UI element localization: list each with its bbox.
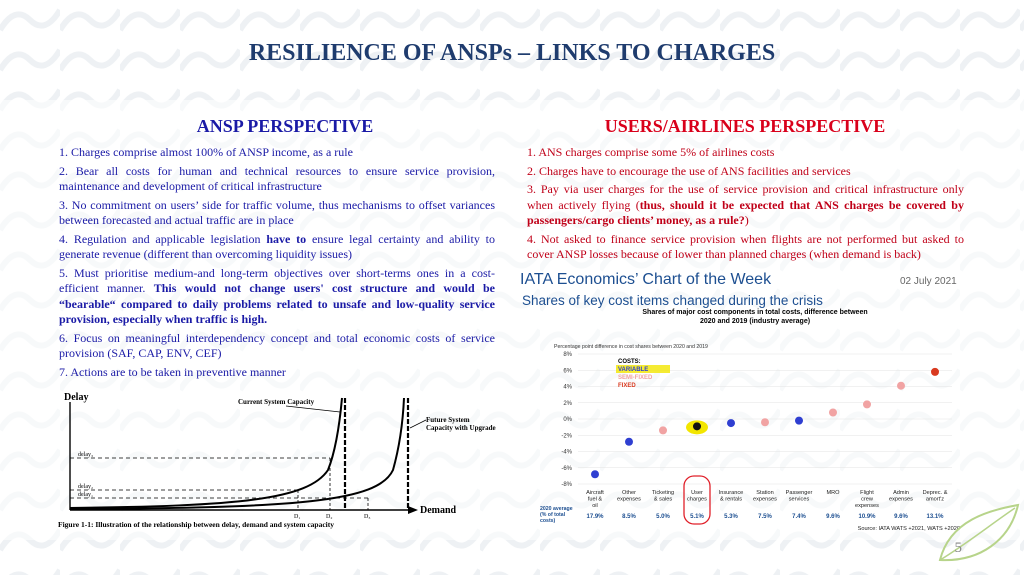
future-capacity-label: Future System Capacity with Upgrade bbox=[426, 416, 496, 432]
future-capacity-curve bbox=[69, 397, 405, 510]
category-label: Flight crew expenses bbox=[855, 490, 879, 509]
category-label: Deprec. & amort'z bbox=[923, 490, 948, 503]
chart-point-5 bbox=[761, 418, 769, 427]
category-label: Ticketing & sales bbox=[652, 490, 674, 503]
category-label: Admin expenses bbox=[889, 490, 913, 503]
avg-value: 5.1% bbox=[690, 514, 704, 520]
figure-caption: Figure 1-1: Illustration of the relation… bbox=[58, 520, 334, 529]
avg-value: 8.5% bbox=[622, 514, 636, 520]
ansp-points-list: 1. Charges comprise almost 100% of ANSP … bbox=[59, 145, 495, 383]
chart-point-6 bbox=[795, 416, 803, 425]
avg-label: 2020 average (% of total costs) bbox=[540, 506, 573, 524]
chart-date: 02 July 2021 bbox=[900, 276, 957, 287]
avg-value: 9.6% bbox=[894, 514, 908, 520]
user-charges-circle bbox=[683, 475, 711, 525]
chart-point-7 bbox=[829, 408, 837, 417]
demand-tick-3: D₃ bbox=[364, 514, 370, 520]
category-label: Aircraft fuel & oil bbox=[586, 490, 604, 509]
avg-value: 9.6% bbox=[826, 514, 840, 520]
category-label: Insurance & rentals bbox=[719, 490, 744, 503]
category-label: User charges bbox=[687, 490, 707, 503]
chart-title: Shares of key cost items changed during … bbox=[522, 293, 823, 308]
chart-point-4 bbox=[727, 419, 735, 428]
legend-item-variable: VARIABLE bbox=[618, 367, 648, 373]
chart-ytick-label: 4% bbox=[563, 385, 572, 391]
ansp-point-7: 7. Actions are to be taken in preventive… bbox=[59, 364, 286, 379]
delay-tick-3: delay₃ bbox=[78, 452, 93, 458]
users-point-1: 1. ANS charges comprise some 5% of airli… bbox=[527, 145, 775, 159]
chart-ytick-label: 8% bbox=[563, 352, 572, 358]
chart-ytick-label: -2% bbox=[561, 433, 572, 439]
delay-demand-figure: Delay Demand delay₃ delay₂ delay₁ D₁ D₂ … bbox=[58, 392, 496, 529]
category-label: Passenger services bbox=[786, 490, 813, 503]
ansp-point-3: 3. No commitment on users’ side for traf… bbox=[59, 197, 495, 228]
avg-value: 7.5% bbox=[758, 514, 772, 520]
chart-ytick-label: -6% bbox=[561, 466, 572, 472]
chart-ytick-label: -4% bbox=[561, 450, 572, 456]
demand-axis-label: Demand bbox=[420, 505, 457, 516]
avg-value: 17.9% bbox=[586, 514, 604, 520]
ansp-point-4: 4. Regulation and applicable legislation… bbox=[59, 231, 495, 262]
leaf-icon bbox=[938, 503, 1020, 562]
users-points-list: 1. ANS charges comprise some 5% of airli… bbox=[527, 145, 964, 266]
chart-point-1 bbox=[625, 437, 633, 446]
avg-value: 5.0% bbox=[656, 514, 670, 520]
chart-ylabel: Percentage point difference in cost shar… bbox=[554, 344, 708, 350]
current-capacity-curve bbox=[69, 397, 343, 509]
category-label: Station expenses bbox=[753, 490, 777, 503]
delay-tick-1: delay₁ bbox=[78, 492, 93, 498]
avg-value: 7.4% bbox=[792, 514, 806, 520]
users-point-3: 3. Pay via user charges for the use of s… bbox=[527, 182, 964, 227]
avg-value: 13.1% bbox=[926, 514, 944, 520]
legend-item-semi-fixed: SEMI-FIXED bbox=[618, 375, 653, 381]
chart-brand: IATA Economics’ Chart of the Week bbox=[520, 271, 772, 288]
iata-chart: IATA Economics’ Chart of the Week 02 Jul… bbox=[520, 271, 960, 532]
chart-point-2 bbox=[659, 426, 667, 435]
ansp-perspective-heading: ANSP PERSPECTIVE bbox=[196, 116, 374, 136]
users-point-4: 4. Not asked to finance service provisio… bbox=[527, 231, 964, 262]
delay-axis-label: Delay bbox=[64, 392, 88, 403]
chart-point-8 bbox=[863, 400, 871, 409]
ansp-point-1: 1. Charges comprise almost 100% of ANSP … bbox=[59, 145, 353, 159]
legend-item-fixed: FIXED bbox=[618, 383, 636, 389]
users-point-2: 2. Charges have to encourage the use of … bbox=[527, 163, 851, 178]
legend-highlight bbox=[616, 365, 670, 373]
ansp-point-6: 6. Focus on meaningful interdependency c… bbox=[59, 330, 495, 361]
delay-tick-2: delay₂ bbox=[78, 484, 93, 490]
current-capacity-label: Current System Capacity bbox=[238, 398, 315, 406]
avg-value: 5.3% bbox=[724, 514, 738, 520]
ansp-point-5: 5. Must prioritise medium-and long-term … bbox=[59, 265, 495, 327]
chart-ytick-label: 6% bbox=[563, 368, 572, 374]
ansp-point-2: 2. Bear all costs for human and technica… bbox=[59, 163, 495, 194]
chart-point-10 bbox=[931, 367, 939, 376]
category-label: Other expenses bbox=[617, 490, 641, 503]
page-number: 5 bbox=[954, 540, 963, 556]
legend-title: COSTS: bbox=[618, 359, 641, 365]
avg-value: 10.9% bbox=[858, 514, 876, 520]
chart-ytick-label: -8% bbox=[561, 482, 572, 488]
demand-tick-1: D₁ bbox=[294, 514, 300, 520]
users-perspective-heading: USERS/AIRLINES PERSPECTIVE bbox=[604, 116, 886, 136]
category-label: MRO bbox=[826, 490, 840, 496]
chart-point-0 bbox=[591, 470, 599, 479]
chart-subtitle: Shares of major cost components in total… bbox=[642, 309, 868, 325]
chart-source: Source: IATA WATS +2021, WATS +2020 bbox=[858, 526, 960, 532]
chart-point-3 bbox=[693, 422, 701, 431]
chart-ytick-label: 2% bbox=[563, 401, 572, 407]
chart-point-9 bbox=[897, 381, 905, 390]
slide-title: RESILIENCE OF ANSPs – LINKS TO CHARGES bbox=[248, 40, 776, 66]
demand-tick-2: D₂ bbox=[326, 514, 332, 520]
chart-ytick-label: 0% bbox=[563, 417, 572, 423]
